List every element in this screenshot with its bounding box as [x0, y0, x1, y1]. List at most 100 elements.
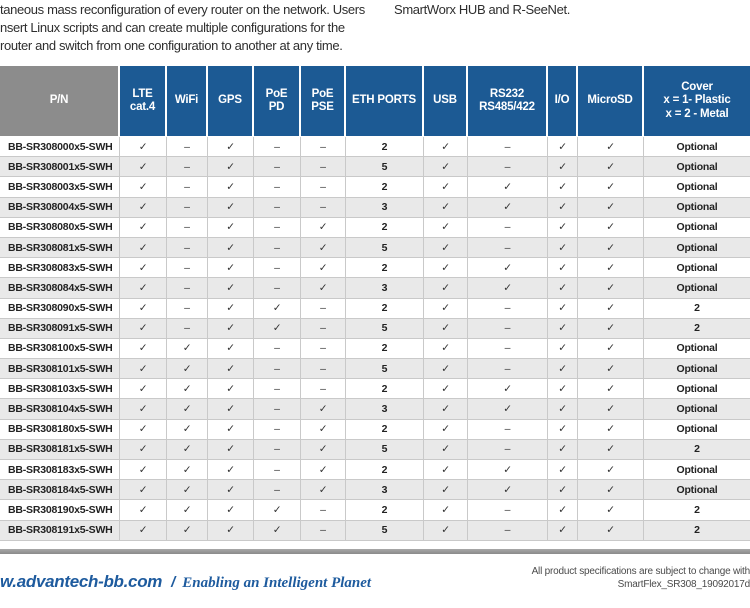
table-body: BB-SR308000x5-SWH ✓ – ✓ – – 2 ✓ – ✓ ✓ Op… [0, 136, 750, 541]
cover-cell: Optional [676, 140, 718, 153]
eth-cell: 2 [346, 298, 424, 318]
rs232-cell: ✓ [468, 379, 548, 399]
table-row: BB-SR308001x5-SWH ✓ – ✓ – – 5 ✓ – ✓ ✓ Op… [0, 157, 750, 178]
table-row: BB-SR308181x5-SWH ✓ ✓ ✓ – ✓ 5 ✓ – ✓ ✓ 2 [0, 439, 750, 460]
header-cell-rs232: RS232 RS485/422 [468, 66, 548, 136]
pn-cell: BB-SR308100x5-SWH [0, 338, 120, 359]
poe-pd-cell: – [254, 197, 301, 217]
eth-cell: 3 [346, 399, 424, 419]
usb-cell: ✓ [424, 278, 468, 298]
table-row: BB-SR308091x5-SWH ✓ – ✓ ✓ – 5 ✓ – ✓ ✓ 2 [0, 318, 750, 339]
poe-pd-cell: – [254, 460, 301, 480]
poe-pd-cell: – [254, 359, 301, 379]
poe-pse-cell: – [301, 500, 346, 520]
usb-cell: ✓ [424, 298, 468, 318]
usb-cell: ✓ [424, 258, 468, 278]
pn-cell: BB-SR308181x5-SWH [0, 439, 120, 459]
usb-cell: ✓ [424, 500, 468, 520]
eth-cell: 2 [346, 338, 424, 359]
wifi-cell: ✓ [167, 399, 208, 419]
wifi-cell: ✓ [167, 520, 208, 540]
usb-cell: ✓ [424, 197, 468, 217]
cover-cell: Optional [676, 483, 718, 496]
wifi-cell: – [167, 278, 208, 298]
lte-cell: ✓ [120, 439, 167, 459]
wifi-cell: – [167, 177, 208, 197]
poe-pd-cell: – [254, 419, 301, 439]
gps-cell: ✓ [208, 379, 254, 399]
microsd-cell: ✓ [578, 197, 644, 217]
poe-pse-cell: ✓ [301, 419, 346, 439]
rs232-cell: – [468, 237, 548, 258]
pn-cell: BB-SR308184x5-SWH [0, 480, 120, 500]
wifi-cell: – [167, 217, 208, 237]
usb-cell: ✓ [424, 217, 468, 237]
gps-cell: ✓ [208, 298, 254, 318]
io-cell: ✓ [548, 439, 578, 459]
microsd-cell: ✓ [578, 298, 644, 318]
footer-tagline: Enabling an Intelligent Planet [182, 575, 372, 591]
gps-cell: ✓ [208, 177, 254, 197]
cover-cell: Optional [676, 241, 718, 254]
io-cell: ✓ [548, 217, 578, 237]
eth-cell: 5 [346, 359, 424, 379]
poe-pd-cell: ✓ [254, 318, 301, 338]
poe-pse-cell: ✓ [301, 258, 346, 278]
poe-pse-cell: – [301, 177, 346, 197]
lte-cell: ✓ [120, 217, 167, 237]
rs232-cell: – [468, 217, 548, 237]
header-cell-io: I/O [548, 66, 578, 136]
wifi-cell: ✓ [167, 460, 208, 480]
lte-cell: ✓ [120, 359, 167, 379]
microsd-cell: ✓ [578, 439, 644, 459]
rs232-cell: – [468, 137, 548, 157]
gps-cell: ✓ [208, 338, 254, 359]
lte-cell: ✓ [120, 399, 167, 419]
lte-cell: ✓ [120, 177, 167, 197]
table-row: BB-SR308081x5-SWH ✓ – ✓ – ✓ 5 ✓ – ✓ ✓ Op… [0, 237, 750, 259]
microsd-cell: ✓ [578, 278, 644, 298]
footer-brand-line: w.advantech-bb.com / Enabling an Intelli… [0, 572, 371, 592]
pn-cell: BB-SR308101x5-SWH [0, 359, 120, 379]
eth-cell: 3 [346, 278, 424, 298]
table-row: BB-SR308180x5-SWH ✓ ✓ ✓ – ✓ 2 ✓ – ✓ ✓ Op… [0, 419, 750, 440]
lte-cell: ✓ [120, 500, 167, 520]
io-cell: ✓ [548, 237, 578, 258]
microsd-cell: ✓ [578, 460, 644, 480]
lte-cell: ✓ [120, 278, 167, 298]
header-cell-lte: LTE cat.4 [120, 66, 167, 136]
poe-pse-cell: ✓ [301, 217, 346, 237]
io-cell: ✓ [548, 379, 578, 399]
usb-cell: ✓ [424, 318, 468, 338]
poe-pd-cell: – [254, 137, 301, 157]
rs232-cell: – [468, 157, 548, 177]
wifi-cell: – [167, 197, 208, 217]
cover-cell: Optional [676, 463, 718, 476]
poe-pse-cell: – [301, 379, 346, 399]
poe-pse-cell: ✓ [301, 237, 346, 258]
lte-cell: ✓ [120, 520, 167, 540]
header-cell-poe-pd: PoE PD [254, 66, 301, 136]
lte-cell: ✓ [120, 460, 167, 480]
wifi-cell: – [167, 318, 208, 338]
eth-cell: 2 [346, 460, 424, 480]
eth-cell: 5 [346, 157, 424, 177]
gps-cell: ✓ [208, 500, 254, 520]
wifi-cell: – [167, 258, 208, 278]
table-row: BB-SR308083x5-SWH ✓ – ✓ – ✓ 2 ✓ ✓ ✓ ✓ Op… [0, 258, 750, 279]
io-cell: ✓ [548, 197, 578, 217]
microsd-cell: ✓ [578, 318, 644, 338]
rs232-cell: ✓ [468, 399, 548, 419]
eth-cell: 5 [346, 439, 424, 459]
header-cell-wifi: WiFi [167, 66, 208, 136]
table-row: BB-SR308084x5-SWH ✓ – ✓ – ✓ 3 ✓ ✓ ✓ ✓ Op… [0, 278, 750, 299]
rs232-cell: ✓ [468, 480, 548, 500]
poe-pd-cell: – [254, 177, 301, 197]
eth-cell: 2 [346, 258, 424, 278]
header-cell-microsd: MicroSD [578, 66, 644, 136]
gps-cell: ✓ [208, 278, 254, 298]
footer-rule [0, 549, 750, 554]
poe-pse-cell: ✓ [301, 460, 346, 480]
table-row: BB-SR308080x5-SWH ✓ – ✓ – ✓ 2 ✓ – ✓ ✓ Op… [0, 217, 750, 238]
lte-cell: ✓ [120, 480, 167, 500]
